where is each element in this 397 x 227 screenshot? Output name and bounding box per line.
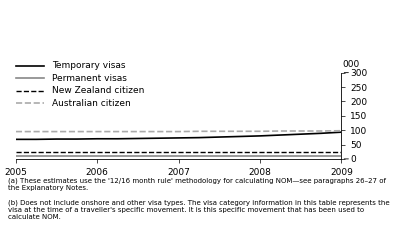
New Zealand citizen xyxy=(95,150,100,153)
Temporary visas xyxy=(299,133,303,136)
Permanent visas xyxy=(197,155,201,157)
Temporary visas xyxy=(339,131,344,133)
Permanent visas xyxy=(339,155,344,157)
Australian citizen xyxy=(156,130,161,133)
Temporary visas xyxy=(258,135,262,137)
Australian citizen xyxy=(237,130,242,133)
Temporary visas xyxy=(34,138,39,141)
New Zealand citizen xyxy=(115,150,120,153)
New Zealand citizen xyxy=(34,150,39,153)
Text: New Zealand citizen: New Zealand citizen xyxy=(52,86,144,95)
Australian citizen xyxy=(115,130,120,133)
Temporary visas xyxy=(197,136,201,139)
New Zealand citizen xyxy=(75,150,79,153)
Permanent visas xyxy=(95,155,100,157)
Permanent visas xyxy=(258,155,262,157)
Australian citizen xyxy=(34,130,39,133)
Australian citizen xyxy=(176,130,181,133)
Text: (b) Does not include onshore and other visa types. The visa category information: (b) Does not include onshore and other v… xyxy=(8,200,389,220)
Permanent visas xyxy=(34,155,39,157)
Permanent visas xyxy=(217,155,222,157)
Temporary visas xyxy=(278,134,283,136)
Australian citizen xyxy=(135,130,140,133)
Australian citizen xyxy=(339,129,344,132)
Temporary visas xyxy=(75,138,79,141)
Permanent visas xyxy=(75,155,79,157)
Temporary visas xyxy=(176,137,181,139)
New Zealand citizen xyxy=(217,150,222,153)
Australian citizen xyxy=(75,130,79,133)
Text: Australian citizen: Australian citizen xyxy=(52,99,130,108)
Temporary visas xyxy=(13,138,18,141)
Australian citizen xyxy=(278,130,283,132)
Temporary visas xyxy=(54,138,59,141)
Australian citizen xyxy=(13,130,18,133)
Temporary visas xyxy=(95,137,100,140)
Text: (a) These estimates use the '12/16 month rule' methodology for calculating NOM—s: (a) These estimates use the '12/16 month… xyxy=(8,177,386,190)
Line: Australian citizen: Australian citizen xyxy=(16,131,341,132)
New Zealand citizen xyxy=(258,150,262,153)
Text: Permanent visas: Permanent visas xyxy=(52,74,127,83)
New Zealand citizen xyxy=(319,150,324,153)
Permanent visas xyxy=(54,155,59,157)
New Zealand citizen xyxy=(339,150,344,153)
Australian citizen xyxy=(299,130,303,132)
Permanent visas xyxy=(299,155,303,157)
Permanent visas xyxy=(135,155,140,157)
Australian citizen xyxy=(258,130,262,133)
Permanent visas xyxy=(237,155,242,157)
Temporary visas xyxy=(115,137,120,140)
Text: Temporary visas: Temporary visas xyxy=(52,61,125,70)
New Zealand citizen xyxy=(237,150,242,153)
Permanent visas xyxy=(115,155,120,157)
Australian citizen xyxy=(217,130,222,133)
Temporary visas xyxy=(217,136,222,138)
Temporary visas xyxy=(156,137,161,140)
New Zealand citizen xyxy=(54,150,59,153)
Temporary visas xyxy=(237,135,242,138)
New Zealand citizen xyxy=(13,150,18,153)
Line: Temporary visas: Temporary visas xyxy=(16,132,341,139)
Australian citizen xyxy=(319,130,324,132)
New Zealand citizen xyxy=(299,150,303,153)
Permanent visas xyxy=(176,155,181,157)
Australian citizen xyxy=(95,130,100,133)
New Zealand citizen xyxy=(156,150,161,153)
New Zealand citizen xyxy=(135,150,140,153)
Permanent visas xyxy=(278,155,283,157)
Australian citizen xyxy=(197,130,201,133)
Permanent visas xyxy=(13,155,18,157)
Temporary visas xyxy=(135,137,140,140)
Temporary visas xyxy=(319,132,324,135)
Permanent visas xyxy=(319,155,324,157)
New Zealand citizen xyxy=(197,150,201,153)
Permanent visas xyxy=(156,155,161,157)
X-axis label: Year ended 30 June: Year ended 30 June xyxy=(135,181,222,190)
Australian citizen xyxy=(54,130,59,133)
Text: 000: 000 xyxy=(342,60,359,69)
New Zealand citizen xyxy=(278,150,283,153)
New Zealand citizen xyxy=(176,150,181,153)
